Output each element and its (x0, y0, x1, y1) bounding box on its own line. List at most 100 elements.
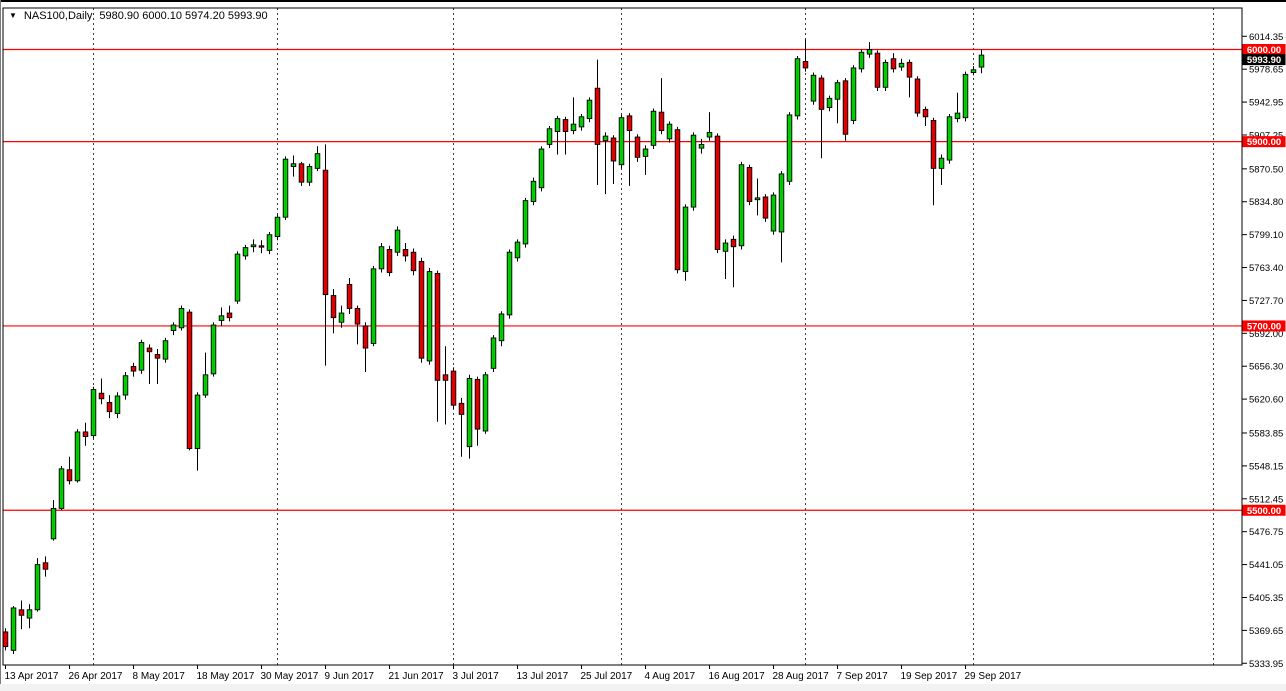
current-price-box (1242, 54, 1286, 66)
candle-body (650, 110, 657, 146)
price-tick-label: 5656.30 (1249, 362, 1283, 373)
candle-body (42, 562, 49, 570)
date-tick-label: 4 Aug 2017 (645, 671, 696, 682)
candle-body (154, 354, 161, 359)
candle-body (746, 167, 753, 202)
price-tick-label: 5369.65 (1249, 626, 1283, 637)
candle-body (618, 117, 625, 166)
level-price-label-5500.00: 5500.00 (1242, 504, 1286, 517)
price-tick-label: 5834.80 (1249, 197, 1283, 208)
candle-body (258, 245, 265, 248)
price-tick-label: 6014.35 (1249, 32, 1283, 43)
candle-body (450, 370, 457, 406)
price-axis: 6014.35 5978.65 5942.95 5907.25 5870.50 5834.… (1242, 32, 1283, 670)
candle-body (522, 200, 529, 245)
candles-layer (2, 39, 985, 655)
price-tick-label: 5692.00 (1249, 329, 1283, 340)
candle-body (362, 325, 369, 349)
candle-body (738, 164, 745, 247)
level-price-box (1242, 320, 1286, 332)
candle-body (106, 401, 113, 413)
candle-body (98, 392, 105, 400)
candle-body (474, 378, 481, 430)
date-tick-label: 25 Jul 2017 (581, 671, 633, 682)
candle-body (722, 242, 729, 252)
candle-body (858, 51, 865, 70)
candle-body (210, 324, 217, 375)
symbol-dropdown-icon[interactable]: ▼ (9, 11, 17, 20)
level-price-box (1242, 136, 1286, 148)
level-price-text: 5500.00 (1247, 506, 1281, 517)
candle-body (602, 135, 609, 142)
price-tick-label: 5512.45 (1249, 494, 1283, 505)
candle-body (802, 61, 809, 69)
candle-body (242, 247, 249, 257)
candle-body (730, 238, 737, 248)
candle-body (594, 87, 601, 145)
price-tick-label: 5763.40 (1249, 263, 1283, 274)
candle-body (770, 194, 777, 232)
candle-body (690, 134, 697, 208)
level-price-box (1242, 504, 1286, 516)
candle-body (890, 58, 897, 70)
price-tick-label: 5476.75 (1249, 527, 1283, 538)
candle-body (586, 99, 593, 120)
candle-body (658, 111, 665, 132)
candle-body (234, 253, 241, 302)
candle-body (978, 54, 985, 68)
candle-body (394, 229, 401, 253)
level-price-label-5700.00: 5700.00 (1242, 320, 1286, 332)
candle-body (938, 157, 945, 169)
price-tick-label: 5333.95 (1249, 659, 1283, 670)
candle-body (906, 61, 913, 78)
price-tick-label: 5441.05 (1249, 560, 1283, 571)
date-tick-label: 30 May 2017 (261, 671, 319, 682)
candle-body (82, 431, 89, 437)
candle-body (866, 49, 873, 55)
date-tick-label: 16 Aug 2017 (709, 671, 766, 682)
candle-body (50, 507, 57, 540)
price-tick-label: 5942.95 (1249, 98, 1283, 109)
candle-body (298, 163, 305, 183)
candle-body (962, 73, 969, 119)
candle-body (458, 402, 465, 415)
level-price-text: 5900.00 (1247, 137, 1281, 148)
candle-body (546, 128, 553, 145)
candle-body (170, 324, 177, 332)
candle-body (138, 342, 145, 371)
candle-body (762, 196, 769, 219)
candle-body (18, 609, 25, 616)
date-tick-label: 29 Sep 2017 (965, 671, 1022, 682)
candle-body (466, 378, 473, 448)
date-tick-label: 8 May 2017 (133, 671, 186, 682)
candle-body (914, 78, 921, 114)
level-price-box (1242, 44, 1286, 55)
candle-body (554, 118, 561, 132)
date-tick-label: 19 Sep 2017 (901, 671, 958, 682)
candle-body (514, 241, 521, 259)
candle-body (130, 366, 137, 372)
candle-body (634, 136, 641, 158)
candle-body (202, 374, 209, 396)
candle-body (274, 216, 281, 238)
candle-body (754, 197, 761, 201)
candle-body (178, 307, 185, 329)
price-tick-label: 5620.60 (1249, 395, 1283, 406)
candle-body (338, 312, 345, 323)
candle-body (810, 74, 817, 102)
candle-body (714, 135, 721, 250)
candle-body (58, 468, 65, 509)
price-tick-label: 5907.25 (1249, 130, 1283, 141)
candle-body (162, 340, 169, 360)
candle-body (250, 244, 257, 248)
candle-body (410, 251, 417, 272)
status-strip (0, 684, 1286, 691)
candle-body (330, 295, 337, 319)
candle-body (706, 131, 713, 138)
chart-title: ▼ NAS100,Daily 5980.90 6000.10 5974.20 5… (9, 10, 268, 22)
candle-body (530, 180, 537, 202)
window-top-border (0, 0, 1286, 2)
candle-body (698, 143, 705, 149)
price-tick-label: 5583.85 (1249, 428, 1283, 439)
